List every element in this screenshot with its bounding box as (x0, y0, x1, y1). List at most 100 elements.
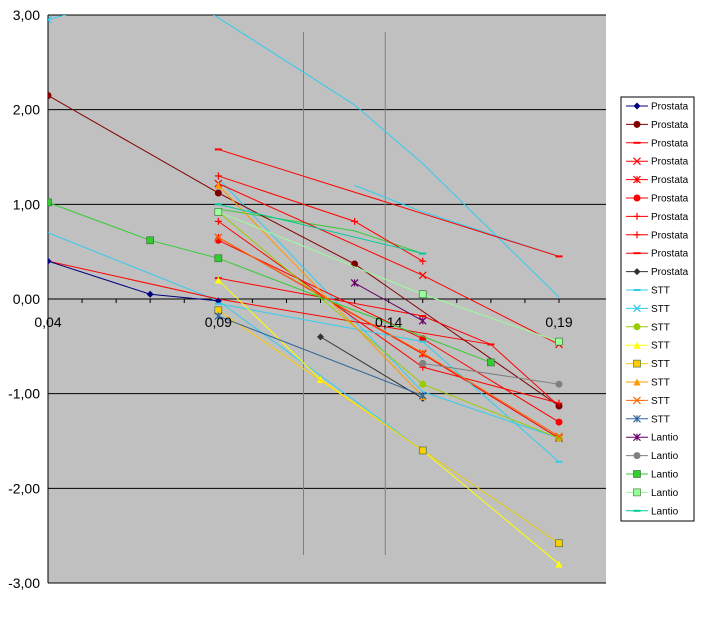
legend-entry: Prostata (626, 267, 689, 278)
data-point (633, 102, 641, 110)
y-tick-label: 0,00 (13, 291, 40, 307)
legend-entry: Lantio (626, 506, 679, 517)
data-point (555, 539, 563, 548)
legend-entry: Prostata (626, 102, 689, 113)
legend-label: Prostata (651, 175, 689, 186)
y-tick-label: -1,00 (8, 386, 40, 402)
legend-label: STT (651, 341, 670, 352)
data-point (214, 297, 222, 305)
data-point (146, 290, 154, 298)
data-point (633, 414, 641, 423)
data-point (48, 91, 52, 99)
data-point (214, 181, 222, 189)
legend-label: STT (651, 304, 670, 315)
data-point (214, 208, 223, 216)
data-point (555, 399, 563, 407)
series-line (48, 260, 560, 407)
legend-entry: STT (626, 322, 670, 333)
data-point (487, 358, 495, 367)
data-point (633, 194, 641, 202)
series-lines (48, 7, 563, 568)
series (48, 257, 222, 305)
data-point (214, 276, 222, 284)
legend-label: Lantio (651, 433, 679, 444)
legend-label: Prostata (651, 230, 689, 241)
legend-entry: Lantio (626, 433, 679, 444)
data-point (214, 172, 222, 180)
data-point (633, 396, 641, 405)
y-tick-label: -2,00 (8, 480, 40, 496)
data-point (555, 432, 563, 441)
series-line (320, 336, 423, 399)
legend-entry: Lantio (626, 488, 679, 499)
data-point (79, 7, 86, 14)
data-point (419, 257, 427, 265)
series (214, 148, 563, 258)
series-line (354, 282, 423, 322)
data-point (555, 434, 563, 442)
series-line (48, 95, 560, 407)
series (419, 359, 563, 388)
legend-label: Prostata (651, 249, 689, 260)
data-point (146, 236, 154, 245)
data-point (633, 231, 641, 239)
data-point (633, 304, 641, 313)
legend-entry: STT (626, 378, 670, 389)
legend-label: Lantio (651, 488, 679, 499)
legend-label: STT (651, 378, 670, 389)
y-tick-label: -3,00 (8, 575, 40, 591)
data-point (633, 470, 641, 478)
series (214, 233, 563, 441)
legend-label: Prostata (651, 120, 689, 131)
data-point (418, 446, 427, 455)
legend-entry: Prostata (626, 212, 689, 223)
legend-label: STT (651, 359, 670, 370)
legend-label: Prostata (651, 157, 689, 168)
legend-label: Prostata (651, 194, 689, 205)
legend-label: STT (651, 396, 670, 407)
tick-labels: 3,00 2,00 1,00 0,00 -1,00 -2,00 -3,00 0,04 0,09 0… (8, 7, 573, 591)
data-point (555, 560, 563, 568)
legend-label: Prostata (651, 267, 689, 278)
data-point (633, 359, 641, 368)
series-line (218, 203, 423, 255)
data-point (633, 378, 641, 386)
data-point (633, 268, 641, 276)
series-line (48, 15, 67, 21)
series-line (48, 201, 492, 363)
data-point (555, 418, 563, 426)
legend-entry: Prostata (626, 138, 689, 149)
legend-label: STT (651, 322, 670, 333)
series-line (217, 185, 424, 397)
legend-entry: Prostata (626, 230, 689, 241)
data-point (350, 278, 359, 287)
legend-label: Prostata (651, 138, 689, 149)
legend-entry: Prostata (626, 157, 689, 168)
data-point (351, 217, 359, 225)
series-line (218, 148, 560, 257)
data-point (214, 312, 223, 320)
data-point (48, 198, 52, 207)
legend-label: Lantio (651, 451, 679, 462)
x-tick-label: 0,14 (375, 314, 402, 330)
x-tick-label: 0,19 (545, 314, 572, 330)
data-point (214, 254, 223, 263)
series-line (422, 362, 560, 385)
y-tick-label: 2,00 (13, 102, 40, 118)
data-point (633, 175, 641, 184)
legend-label: Prostata (651, 102, 689, 113)
legend-label: Lantio (651, 470, 679, 481)
x-tick-label: 0,09 (205, 314, 232, 330)
legend-entry: STT (626, 359, 670, 370)
data-point (633, 120, 641, 128)
data-point (418, 271, 427, 280)
series (214, 203, 427, 255)
legend-label: Lantio (651, 506, 679, 517)
data-point (317, 333, 325, 341)
legend-entry: Lantio (626, 451, 679, 462)
data-point (555, 380, 563, 388)
data-point (633, 212, 641, 220)
data-point (633, 341, 641, 349)
legend-entry: STT (626, 304, 670, 315)
